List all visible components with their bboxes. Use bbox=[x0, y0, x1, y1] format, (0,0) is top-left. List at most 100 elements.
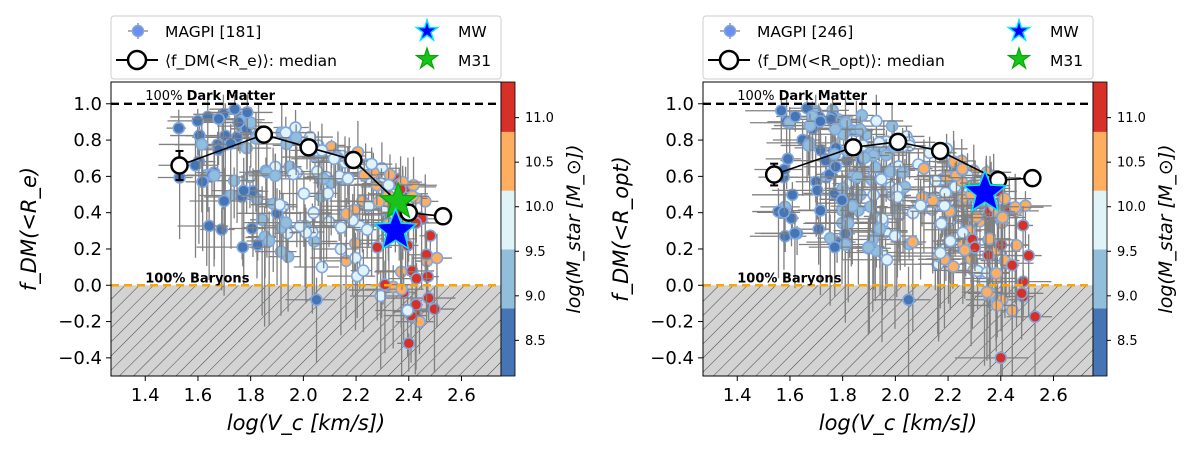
legend-mw: MW bbox=[1050, 23, 1079, 41]
legend-median-marker bbox=[116, 49, 158, 71]
galaxy-point bbox=[765, 152, 802, 177]
colorbar-band bbox=[1093, 82, 1107, 132]
colorbar-label: log(M_star [M_⊙]) bbox=[1155, 144, 1177, 313]
legend-magpi-marker bbox=[128, 23, 148, 39]
median-point bbox=[299, 138, 318, 157]
y-axis-label: f_DM(<R_e) bbox=[17, 167, 42, 291]
y-tick-label: −0.2 bbox=[650, 312, 694, 333]
galaxy-point bbox=[349, 270, 400, 369]
legend: MAGPI [181] ⟨f_DM(<R_e)⟩: median MW M31 bbox=[110, 15, 502, 80]
galaxy-point bbox=[293, 260, 339, 285]
galaxy-point bbox=[954, 351, 1029, 376]
galaxy-point bbox=[350, 249, 371, 333]
x-axis-label: log(V_c [km/s]) bbox=[227, 411, 386, 436]
x-tick-label: 2.4 bbox=[986, 385, 1015, 406]
galaxy-point bbox=[352, 219, 377, 259]
colorbar-tick-label: 8.5 bbox=[525, 334, 546, 349]
galaxy-point bbox=[1006, 206, 1033, 281]
galaxy-point bbox=[831, 214, 898, 312]
legend-median: ⟨f_DM(<R_opt)⟩: median bbox=[757, 52, 945, 71]
galaxy-point bbox=[285, 277, 336, 364]
galaxy-point bbox=[397, 333, 416, 372]
x-tick-label: 1.6 bbox=[776, 385, 805, 406]
colorbar-band bbox=[501, 308, 515, 376]
y-tick-label: 0.2 bbox=[665, 239, 694, 260]
y-tick-label: 0.0 bbox=[665, 275, 694, 296]
x-tick-label: 2.4 bbox=[394, 385, 423, 406]
legend-m31-star-icon bbox=[1006, 46, 1032, 70]
legend-magpi: MAGPI [181] bbox=[165, 23, 261, 41]
y-tick-label: 0.0 bbox=[73, 275, 102, 296]
reference-stars bbox=[372, 181, 419, 251]
m31-star bbox=[378, 181, 418, 219]
colorbar-band bbox=[1093, 131, 1107, 191]
galaxy-point bbox=[192, 110, 235, 144]
mw-star bbox=[962, 168, 1008, 213]
x-axis-label: log(V_c [km/s]) bbox=[819, 411, 978, 436]
galaxy-point bbox=[803, 159, 856, 187]
galaxy-point bbox=[942, 260, 960, 286]
y-axis-label: f_DM(<R_opt) bbox=[609, 156, 634, 302]
x-tick-label: 2.6 bbox=[1039, 385, 1068, 406]
y-tick-label: 0.4 bbox=[73, 203, 102, 224]
galaxy-point bbox=[177, 207, 229, 280]
galaxy-point bbox=[1000, 241, 1020, 333]
galaxy-point bbox=[945, 233, 977, 299]
galaxy-point bbox=[248, 154, 292, 238]
x-axis-ticks: 1.4 1.6 1.8 2.0 2.2 2.4 2.6 bbox=[131, 376, 476, 406]
x-tick-label: 2.0 bbox=[881, 385, 910, 406]
galaxy-point bbox=[189, 167, 245, 296]
galaxy-point bbox=[383, 290, 456, 321]
x-axis-ticks: 1.4 1.6 1.8 2.0 2.2 2.4 2.6 bbox=[723, 376, 1068, 406]
colorbar-tick-label: 10.5 bbox=[1117, 156, 1146, 171]
y-tick-label: 1.0 bbox=[73, 94, 102, 115]
reference-stars bbox=[962, 168, 1008, 213]
colorbar-tick-label: 10.5 bbox=[525, 156, 554, 171]
galaxy-point bbox=[806, 108, 829, 157]
median-point bbox=[888, 132, 908, 152]
y-tick-label: 1.0 bbox=[665, 94, 694, 115]
galaxy-point bbox=[965, 190, 1026, 295]
x-tick-label: 2.2 bbox=[342, 385, 371, 406]
x-tick-label: 2.6 bbox=[447, 385, 476, 406]
colorbar-tick-label: 9.0 bbox=[1117, 289, 1138, 304]
galaxy-point bbox=[829, 170, 850, 285]
colorbar: 8.5 9.0 9.5 10.0 10.5 11.0 bbox=[1092, 81, 1146, 377]
baryon-label: 100% Baryons bbox=[737, 271, 841, 286]
y-tick-label: 0.6 bbox=[73, 166, 102, 187]
x-tick-label: 1.8 bbox=[828, 385, 857, 406]
baryon-label: 100% Baryons bbox=[145, 271, 249, 286]
galaxy-point bbox=[404, 281, 423, 371]
colorbar-band bbox=[501, 131, 515, 191]
colorbar-frame bbox=[1092, 81, 1108, 377]
dark-matter-label: 100% Dark Matter bbox=[145, 89, 275, 104]
galaxy-point bbox=[951, 154, 969, 210]
galaxy-point bbox=[856, 226, 876, 306]
y-tick-label: 0.2 bbox=[73, 239, 102, 260]
galaxy-point bbox=[412, 233, 452, 328]
galaxy-point bbox=[1006, 287, 1053, 376]
colorbar-band bbox=[1093, 249, 1107, 309]
legend-mw: MW bbox=[458, 23, 487, 41]
x-tick-label: 1.6 bbox=[184, 385, 213, 406]
galaxy-point bbox=[250, 189, 297, 247]
colorbar-tick-label: 11.0 bbox=[1117, 111, 1146, 126]
colorbar-tick-label: 9.5 bbox=[525, 245, 546, 260]
x-tick-label: 2.2 bbox=[934, 385, 963, 406]
galaxy-point bbox=[196, 240, 271, 267]
median-point bbox=[764, 162, 784, 187]
colorbar-tick-label: 10.0 bbox=[1117, 200, 1146, 215]
legend-magpi-marker bbox=[720, 23, 740, 39]
legend-mw-star-icon bbox=[1006, 17, 1032, 42]
galaxy-point bbox=[279, 174, 319, 247]
colorbar-frame bbox=[500, 81, 516, 377]
colorbar-tick-label: 9.0 bbox=[525, 289, 546, 304]
median-point bbox=[344, 150, 363, 170]
x-tick-label: 1.4 bbox=[131, 385, 160, 406]
y-tick-label: 0.4 bbox=[665, 203, 694, 224]
galaxy-point bbox=[303, 169, 375, 205]
galaxy-point bbox=[285, 211, 309, 268]
galaxy-point bbox=[891, 179, 939, 280]
legend-m31-star-icon bbox=[414, 46, 440, 70]
